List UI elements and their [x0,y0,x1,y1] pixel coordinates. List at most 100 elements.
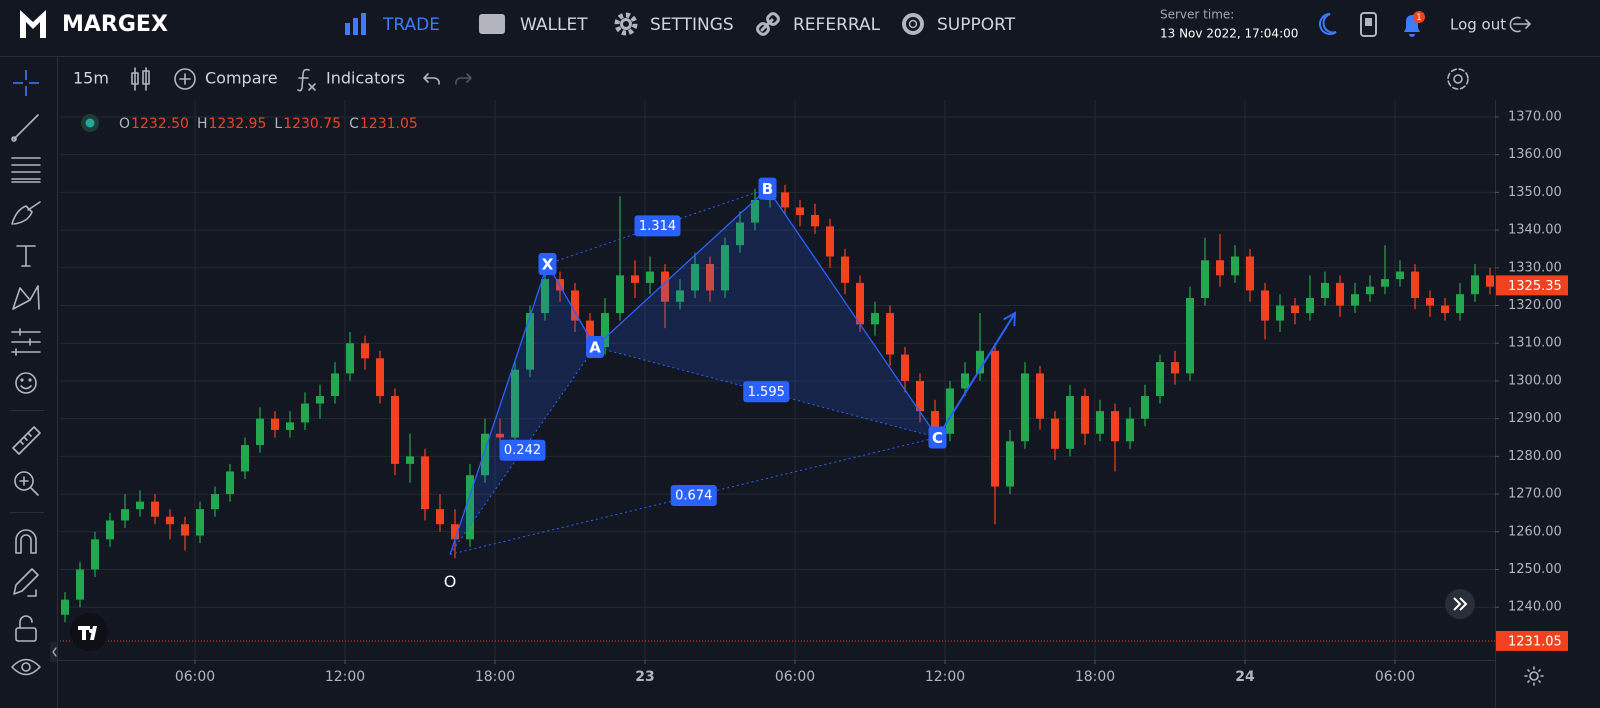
trend-line-tool[interactable] [11,114,39,142]
candle-body [346,343,354,374]
x-tick-label: 23 [635,669,654,685]
candle-body [1021,373,1029,442]
candle-body [361,343,369,359]
candle-body [751,199,759,223]
interval[interactable]: 15m [73,69,109,88]
x-tick-label: 06:00 [775,669,815,685]
nav-item[interactable]: WALLET [520,15,588,35]
compare-icon[interactable] [174,68,196,90]
candle-body [1471,275,1479,295]
candle-body [1081,396,1089,434]
candle-body [436,509,444,525]
pattern-point-label: A [589,339,601,357]
candle-body [916,380,924,412]
candle-body [1351,294,1359,306]
candle-body [706,264,714,291]
candle-body [1426,297,1434,306]
candle-body [271,418,279,430]
candle-body [646,271,654,283]
notification-count: 1 [1416,13,1422,23]
pattern-tool[interactable] [12,285,40,310]
scroll-to-latest[interactable] [1445,589,1475,619]
compare[interactable]: Compare [205,69,278,88]
y-tick-label: 1280.00 [1508,449,1562,464]
logout-icon[interactable] [1509,16,1531,33]
indicators[interactable]: Indicators [326,69,405,88]
nav-item[interactable]: SETTINGS [650,15,734,35]
axis-settings[interactable] [1524,666,1544,686]
x-tick-label: 12:00 [325,669,365,685]
ratio-badge [670,484,717,506]
y-tick-label: 1270.00 [1508,487,1562,502]
candle-body [616,275,624,314]
candle-body [286,422,294,430]
candle-body [166,516,174,525]
nav-item[interactable]: SUPPORT [937,15,1016,35]
price-badge-label: 1231.05 [1508,634,1562,649]
ohlc-value: 1232.50 [131,116,189,132]
candle-body [1441,305,1449,314]
y-tick-label: 1320.00 [1508,298,1562,313]
candle-body [1336,282,1344,306]
nav-item[interactable]: REFERRAL [793,15,881,35]
theme-icon[interactable] [1319,13,1337,35]
ratio-badge [743,381,790,403]
candle-body [541,279,549,314]
candle-body [1486,275,1494,287]
support-icon [902,13,924,35]
ruler-tool[interactable] [12,426,41,455]
candle-body [1456,294,1464,314]
logout[interactable]: Log out [1450,16,1506,34]
candle-body [496,433,504,438]
candle-body [481,433,489,476]
candle-body [586,320,594,348]
pattern-point-label: X [542,256,554,274]
indicators-icon[interactable] [297,68,316,92]
pattern-point-label: O [444,572,457,591]
trade-icon [345,13,366,35]
brush-tool[interactable] [11,201,41,225]
y-tick-label: 1370.00 [1508,109,1562,124]
chart-type-icon[interactable] [131,67,150,91]
nav-item[interactable]: TRADE [382,15,440,35]
settings-button[interactable] [1447,68,1469,90]
prediction-tool[interactable] [11,328,41,356]
x-tick-label: 06:00 [1375,669,1415,685]
fib-tool[interactable] [11,157,41,183]
cursor-tool[interactable] [13,70,39,96]
price-badge-label: 1325.35 [1508,279,1562,294]
mobile-icon[interactable] [1360,12,1377,37]
candle-body [1216,260,1224,276]
candle-body [61,599,69,615]
ratio-badge [499,439,546,461]
tv-logo[interactable] [70,613,108,651]
ohlc-key: L [274,116,282,132]
zoom-tool[interactable] [14,471,39,496]
magnet-tool[interactable] [15,529,37,554]
candle-body [1201,260,1209,298]
candle-body [1321,282,1329,298]
candle-body [1306,297,1314,314]
x-tick-label: 18:00 [475,669,515,685]
x-tick-label: 12:00 [925,669,965,685]
candle-body [976,350,984,374]
undo-icon[interactable] [423,73,440,85]
pattern-point-label: B [762,180,773,198]
y-tick-label: 1250.00 [1508,562,1562,577]
candle-body [391,396,399,464]
candle-body [1396,271,1404,280]
pattern-area [595,188,938,438]
ohlc-key: C [349,116,359,132]
text-tool[interactable] [16,245,36,267]
visibility-tool[interactable] [11,658,41,676]
logo-text[interactable]: MARGEX [62,12,168,37]
candle-body [661,271,669,302]
candle-body [1366,286,1374,295]
nav-bar [0,0,1600,56]
candle-body [76,569,84,600]
ohlc-key: H [197,116,208,132]
lock-tool[interactable] [15,615,37,642]
lock-drawing-tool[interactable] [13,568,39,597]
emoji-tool[interactable] [15,372,37,394]
